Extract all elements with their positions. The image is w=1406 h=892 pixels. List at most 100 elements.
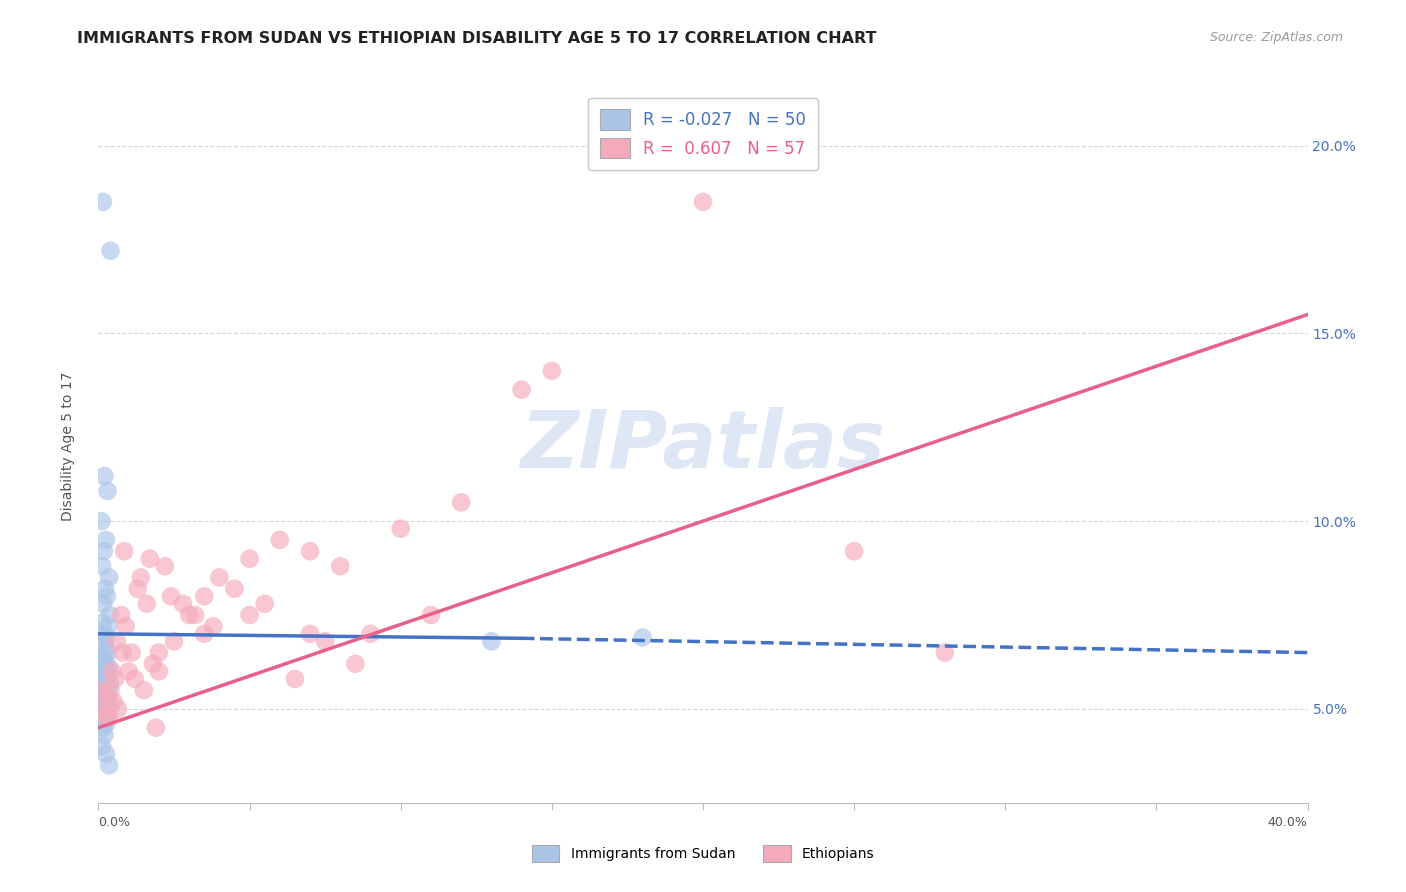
Point: [193, 627, 215, 641]
Point: [93, 694, 115, 708]
Point: [934, 646, 956, 660]
Point: [100, 683, 122, 698]
Point: [93, 702, 115, 716]
Point: [90, 683, 112, 698]
Point: [202, 619, 225, 633]
Point: [96, 717, 118, 731]
Point: [91, 679, 114, 693]
Point: [94, 709, 117, 723]
Point: [139, 551, 162, 566]
Point: [111, 646, 134, 660]
Point: [94, 683, 117, 698]
Point: [184, 607, 207, 622]
Point: [98, 702, 121, 716]
Point: [96, 484, 118, 499]
Point: [90, 514, 112, 528]
Point: [193, 589, 215, 603]
Point: [239, 551, 262, 566]
Point: [103, 694, 125, 708]
Point: [112, 544, 135, 558]
Point: [269, 533, 291, 547]
Point: [224, 582, 246, 596]
Point: [93, 634, 115, 648]
Point: [98, 660, 121, 674]
Point: [420, 607, 443, 622]
Point: [124, 672, 146, 686]
Point: [148, 646, 170, 660]
Point: [91, 739, 114, 754]
Point: [96, 665, 118, 679]
Point: [91, 615, 114, 630]
Point: [104, 672, 127, 686]
Point: [91, 194, 114, 209]
Point: [121, 646, 143, 660]
Point: [172, 597, 194, 611]
Point: [91, 649, 114, 664]
Point: [148, 665, 170, 679]
Point: [631, 631, 654, 645]
Point: [100, 244, 122, 258]
Point: [510, 383, 533, 397]
Point: [91, 721, 114, 735]
Point: [253, 597, 276, 611]
Point: [94, 672, 117, 686]
Point: [96, 709, 118, 723]
Point: [107, 702, 129, 716]
Point: [239, 607, 262, 622]
Point: [98, 758, 121, 772]
Legend: Immigrants from Sudan, Ethiopians: Immigrants from Sudan, Ethiopians: [526, 839, 880, 867]
Point: [93, 706, 115, 720]
Point: [389, 522, 412, 536]
Point: [114, 619, 136, 633]
Point: [96, 589, 118, 603]
Point: [163, 634, 186, 648]
Point: [110, 607, 132, 622]
Point: [93, 627, 115, 641]
Point: [145, 721, 167, 735]
Point: [96, 690, 118, 705]
Point: [94, 713, 117, 727]
Point: [132, 683, 155, 698]
Point: [97, 619, 120, 633]
Y-axis label: Disability Age 5 to 17: Disability Age 5 to 17: [60, 371, 75, 521]
Point: [98, 675, 121, 690]
Point: [692, 194, 714, 209]
Point: [101, 665, 124, 679]
Point: [360, 627, 382, 641]
Text: ZIPatlas: ZIPatlas: [520, 407, 886, 485]
Point: [153, 559, 176, 574]
Point: [98, 570, 121, 584]
Point: [96, 646, 118, 660]
Text: IMMIGRANTS FROM SUDAN VS ETHIOPIAN DISABILITY AGE 5 TO 17 CORRELATION CHART: IMMIGRANTS FROM SUDAN VS ETHIOPIAN DISAB…: [77, 31, 877, 46]
Point: [208, 570, 231, 584]
Point: [94, 533, 117, 547]
Legend: R = -0.027   N = 50, R =  0.607   N = 57: R = -0.027 N = 50, R = 0.607 N = 57: [588, 97, 818, 169]
Point: [94, 747, 117, 761]
Point: [142, 657, 165, 671]
Point: [94, 653, 117, 667]
Point: [94, 702, 117, 716]
Point: [118, 665, 141, 679]
Point: [91, 687, 114, 701]
Point: [98, 607, 121, 622]
Point: [90, 665, 112, 679]
Point: [98, 709, 121, 723]
Point: [844, 544, 866, 558]
Point: [94, 582, 117, 596]
Point: [96, 683, 118, 698]
Point: [284, 672, 307, 686]
Point: [450, 495, 472, 509]
Point: [179, 607, 201, 622]
Point: [93, 544, 115, 558]
Point: [96, 690, 118, 705]
Point: [96, 631, 118, 645]
Point: [91, 559, 114, 574]
Point: [105, 634, 128, 648]
Point: [93, 675, 115, 690]
Point: [93, 668, 115, 682]
Point: [299, 544, 322, 558]
Text: Source: ZipAtlas.com: Source: ZipAtlas.com: [1209, 31, 1343, 45]
Point: [91, 597, 114, 611]
Point: [127, 582, 149, 596]
Point: [129, 570, 152, 584]
